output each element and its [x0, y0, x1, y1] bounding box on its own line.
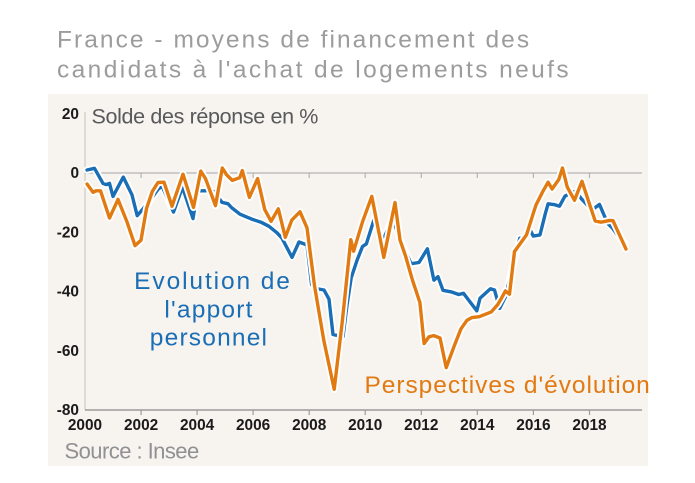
svg-text:2010: 2010	[348, 417, 382, 434]
svg-text:Perspectives d'évolution: Perspectives d'évolution	[365, 372, 651, 399]
svg-text:2016: 2016	[516, 417, 550, 434]
svg-text:20: 20	[62, 106, 79, 123]
svg-text:2002: 2002	[124, 417, 158, 434]
svg-text:France - moyens de financement: France - moyens de financement des	[57, 27, 531, 54]
svg-text:Solde des réponse en %: Solde des réponse en %	[92, 105, 319, 129]
svg-text:2018: 2018	[572, 417, 607, 434]
svg-text:-40: -40	[57, 284, 79, 301]
svg-text:-60: -60	[57, 343, 79, 360]
svg-text:Evolution de: Evolution de	[134, 268, 292, 295]
svg-text:-20: -20	[57, 224, 79, 241]
svg-text:2000: 2000	[68, 417, 102, 434]
svg-text:l'apport: l'apport	[164, 297, 253, 324]
svg-text:2006: 2006	[236, 417, 270, 434]
svg-text:2008: 2008	[292, 417, 327, 434]
svg-text:2004: 2004	[180, 417, 215, 434]
svg-text:2014: 2014	[460, 417, 495, 434]
svg-text:personnel: personnel	[150, 325, 268, 352]
svg-text:2012: 2012	[404, 417, 438, 434]
svg-text:-80: -80	[57, 402, 79, 419]
svg-text:candidats à l'achat de logemen: candidats à l'achat de logements neufs	[57, 57, 571, 84]
svg-text:0: 0	[70, 165, 79, 182]
svg-text:Source : Insee: Source : Insee	[65, 439, 199, 464]
